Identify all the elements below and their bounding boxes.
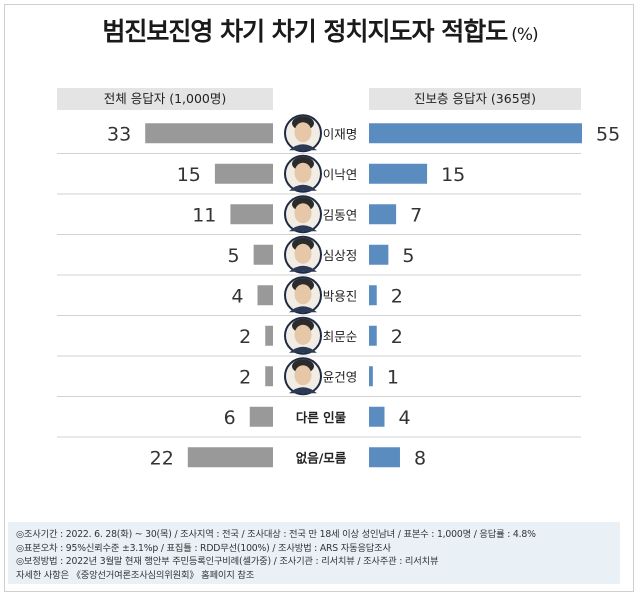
bar-total-respondents bbox=[253, 244, 273, 265]
value-label-total: 5 bbox=[228, 245, 240, 267]
bar-progressive-respondents bbox=[369, 244, 389, 265]
value-label-total: 15 bbox=[177, 164, 201, 186]
value-label-progressive: 8 bbox=[414, 447, 426, 469]
value-label-progressive: 2 bbox=[391, 285, 403, 307]
survey-notes: ◎조사기간 : 2022. 6. 28(화) ~ 30(목) / 조사지역 : … bbox=[8, 522, 620, 584]
bar-progressive-respondents bbox=[369, 366, 373, 387]
candidate-name: 이재명 bbox=[323, 126, 358, 141]
candidate-face bbox=[294, 284, 312, 305]
note-line: 자세한 사항은 《중앙선거여론조사심의위원회》 홈페이지 참조 bbox=[16, 569, 255, 581]
bar-progressive-respondents bbox=[369, 285, 377, 306]
value-label-progressive: 2 bbox=[391, 326, 403, 348]
bar-total-respondents bbox=[265, 325, 273, 346]
candidate-face bbox=[294, 122, 312, 143]
candidate-suit bbox=[289, 184, 317, 191]
candidate-suit bbox=[289, 306, 317, 313]
bar-progressive-respondents bbox=[369, 406, 385, 427]
value-label-progressive: 4 bbox=[398, 407, 410, 429]
bar-total-respondents bbox=[187, 447, 273, 468]
note-line: ◎표본오차 : 95%신뢰수준 ±3.1%p / 표집틀 : RDD무선(100… bbox=[16, 542, 391, 554]
value-label-total: 6 bbox=[224, 407, 236, 429]
chart-title-unit: (%) bbox=[511, 25, 538, 45]
candidate-name: 윤건영 bbox=[323, 369, 358, 384]
bar-total-respondents bbox=[249, 406, 273, 427]
bar-progressive-respondents bbox=[369, 123, 582, 144]
chart-title: 범진보진영 차기 차기 정치지도자 적합도 (%) bbox=[0, 12, 640, 48]
candidate-suit bbox=[289, 144, 317, 151]
value-label-total: 11 bbox=[192, 204, 216, 226]
value-label-progressive: 55 bbox=[596, 123, 620, 145]
candidate-face bbox=[294, 365, 312, 386]
value-label-progressive: 15 bbox=[441, 164, 465, 186]
candidate-suit bbox=[289, 346, 317, 353]
candidate-face bbox=[294, 243, 312, 264]
bar-progressive-respondents bbox=[369, 447, 400, 468]
chart-title-text: 범진보진영 차기 차기 정치지도자 적합도 bbox=[102, 17, 508, 46]
candidate-suit bbox=[289, 265, 317, 272]
bar-progressive-respondents bbox=[369, 325, 377, 346]
value-label-total: 2 bbox=[239, 366, 251, 388]
candidate-face bbox=[294, 203, 312, 224]
candidate-name: 이낙연 bbox=[323, 167, 358, 182]
candidate-face bbox=[294, 162, 312, 183]
category-label: 다른 인물 bbox=[296, 410, 347, 425]
bar-total-respondents bbox=[230, 204, 273, 225]
note-line: ◎조사기간 : 2022. 6. 28(화) ~ 30(목) / 조사지역 : … bbox=[16, 529, 536, 540]
legend-left-series: 전체 응답자 (1,000명) bbox=[57, 88, 273, 110]
category-label: 없음/모름 bbox=[296, 450, 347, 465]
bar-total-respondents bbox=[214, 163, 273, 184]
value-label-total: 22 bbox=[150, 447, 174, 469]
value-label-progressive: 1 bbox=[387, 366, 399, 388]
value-label-total: 33 bbox=[107, 123, 131, 145]
legend-right-series: 진보층 응답자 (365명) bbox=[369, 88, 581, 110]
candidate-name: 최문순 bbox=[323, 329, 358, 344]
candidate-suit bbox=[289, 387, 317, 394]
value-label-total: 4 bbox=[231, 285, 243, 307]
value-label-progressive: 7 bbox=[410, 204, 422, 226]
bar-progressive-respondents bbox=[369, 204, 397, 225]
value-label-total: 2 bbox=[239, 326, 251, 348]
bar-progressive-respondents bbox=[369, 163, 428, 184]
note-line: ◎보정방법 : 2022년 3월말 현재 행안부 주민등록인구비례(셀가중) /… bbox=[16, 556, 439, 567]
candidate-name: 박용진 bbox=[323, 288, 358, 303]
value-label-progressive: 5 bbox=[402, 245, 414, 267]
bar-total-respondents bbox=[265, 366, 273, 387]
candidate-name: 김동연 bbox=[323, 207, 358, 222]
candidate-name: 심상정 bbox=[323, 248, 358, 263]
chart-frame bbox=[4, 4, 634, 592]
candidate-suit bbox=[289, 225, 317, 232]
candidate-face bbox=[294, 324, 312, 345]
bar-total-respondents bbox=[145, 123, 273, 144]
bar-total-respondents bbox=[257, 285, 273, 306]
